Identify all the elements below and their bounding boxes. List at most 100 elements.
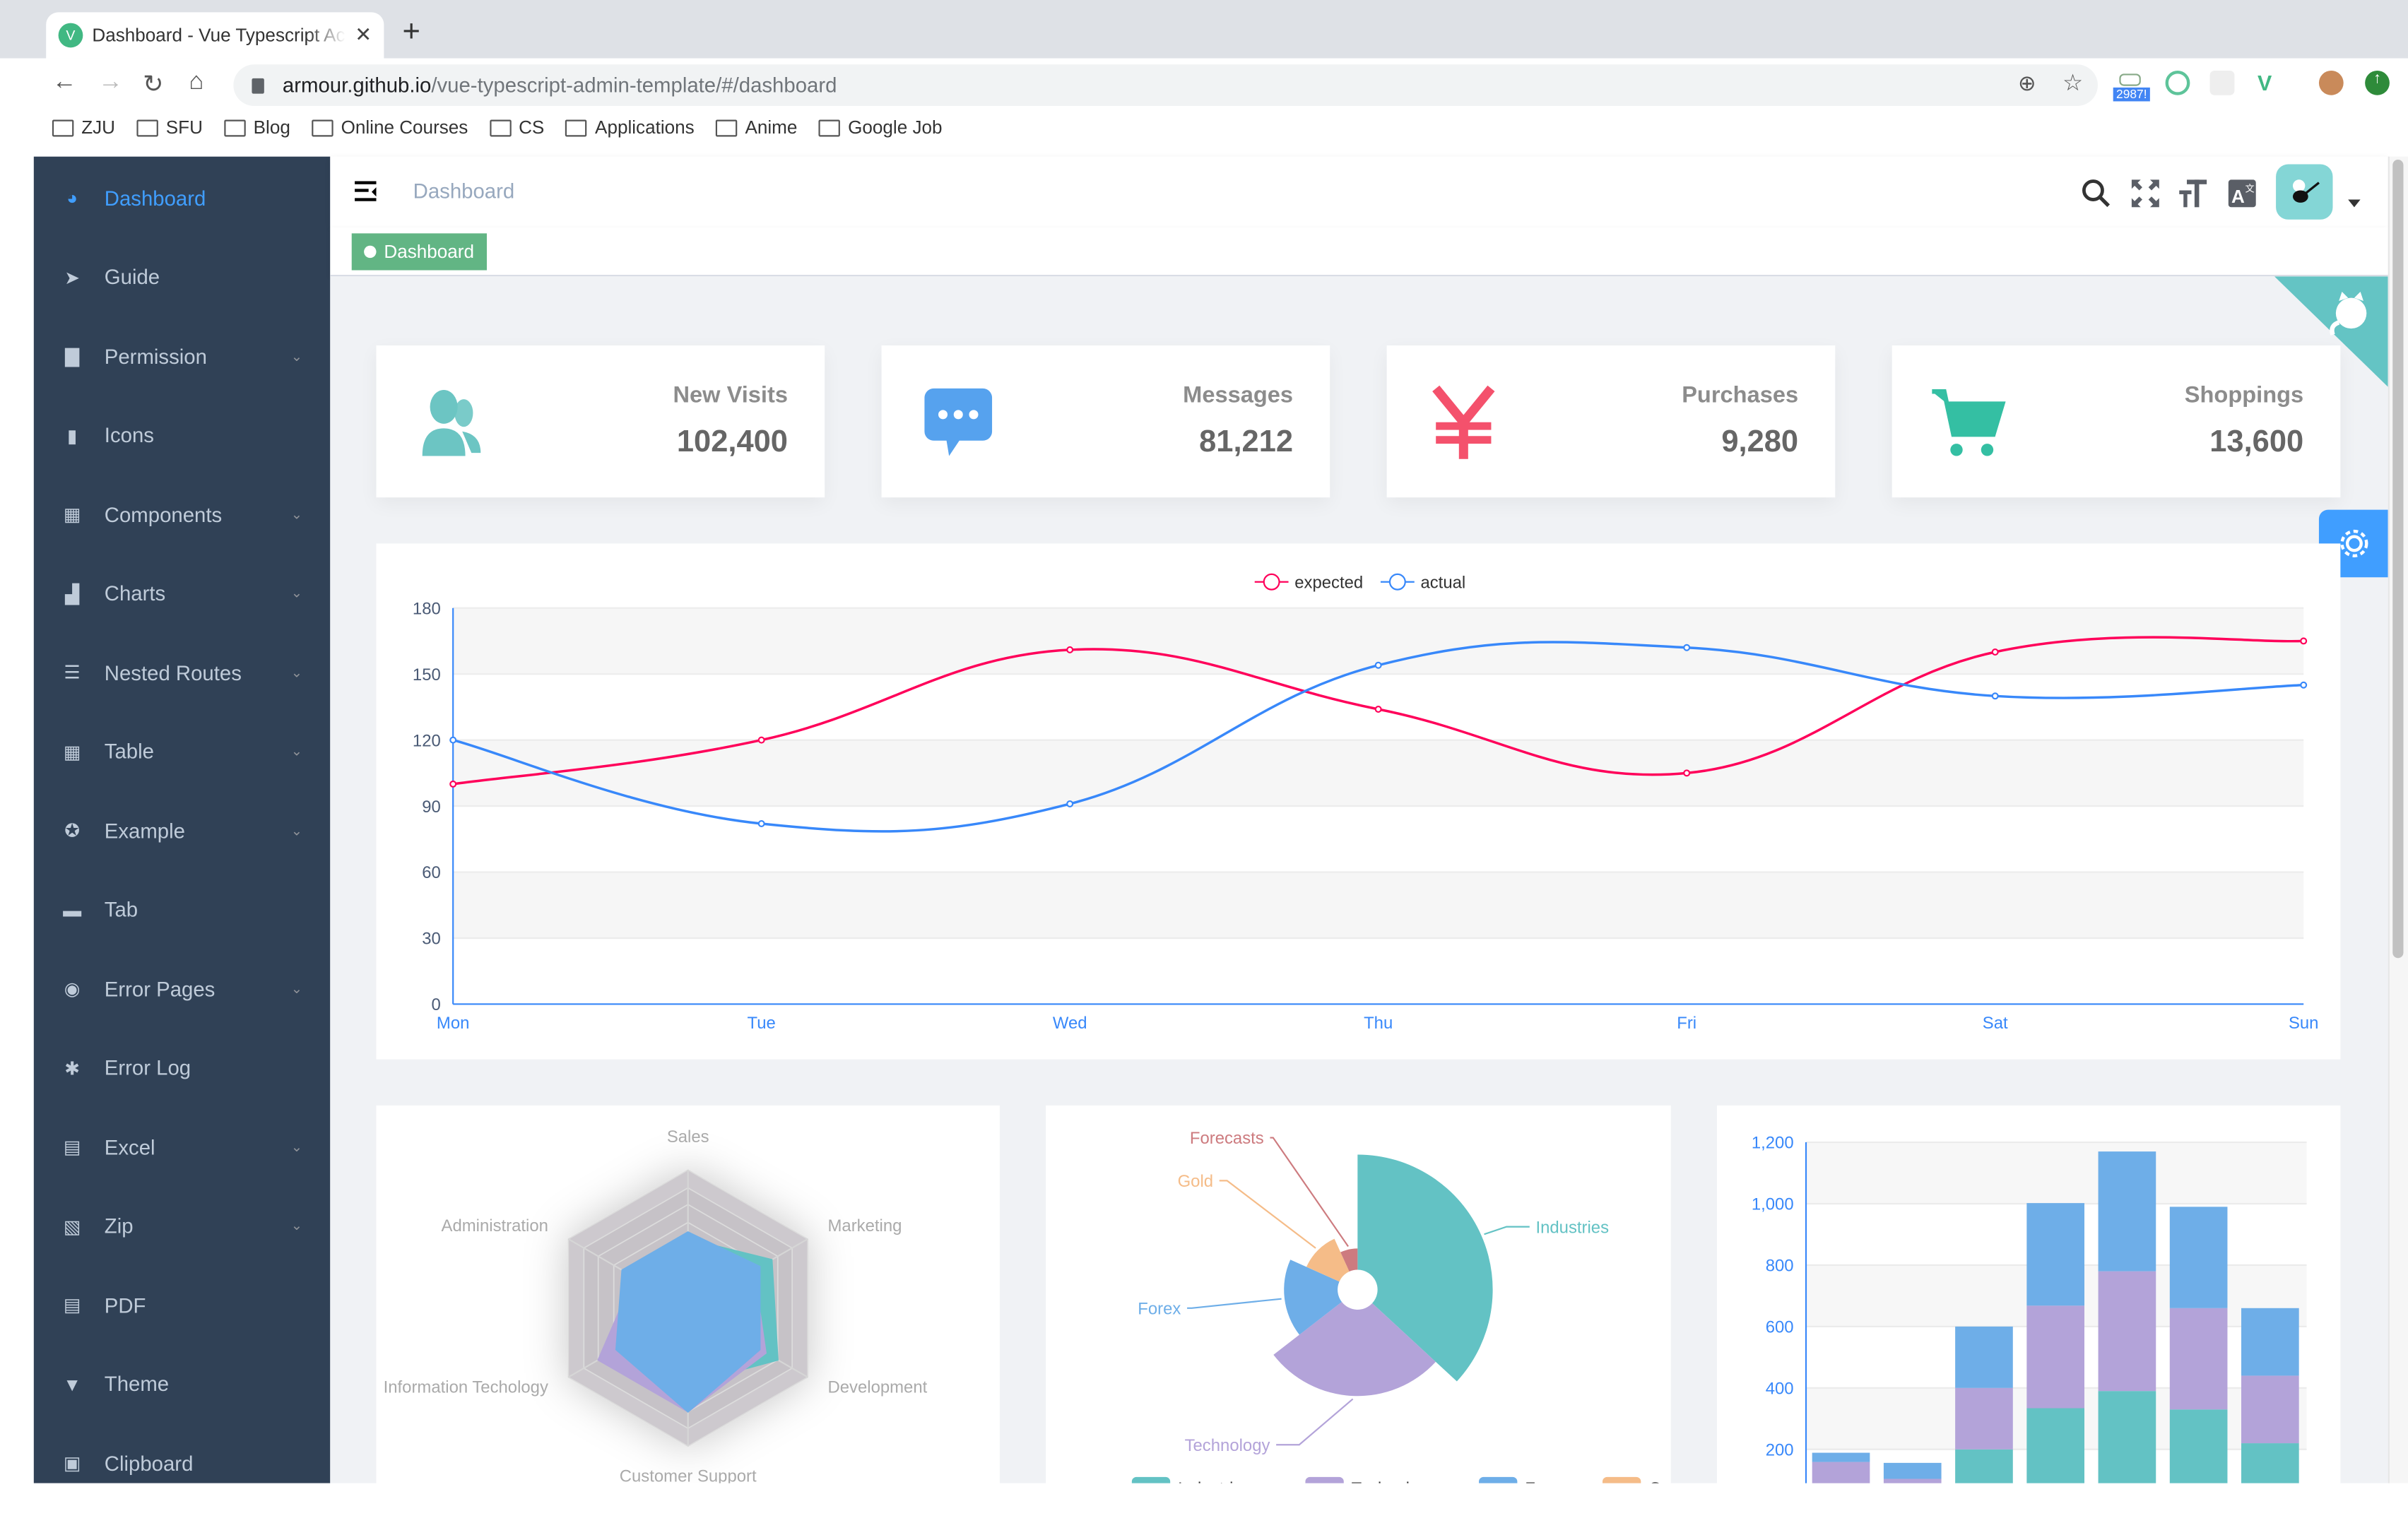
svg-text:文: 文	[2245, 184, 2255, 194]
sidebar-item-table[interactable]: ▦ Table ⌄	[34, 721, 330, 782]
tags-view: Dashboard	[330, 227, 2388, 277]
bookmark-label: Applications	[595, 117, 695, 138]
sidebar-item-example[interactable]: ✪ Example ⌄	[34, 800, 330, 861]
bar-chart-panel: 200 400 600 800 1,000 1,200	[1716, 1105, 2341, 1483]
extension-badge-icon[interactable]: 2987!	[2113, 73, 2154, 104]
sidebar-item-pdf[interactable]: ▤ PDF	[34, 1274, 330, 1336]
breadcrumb: Dashboard	[413, 179, 515, 203]
browser-tab[interactable]: V Dashboard - Vue Typescript Ac ✕	[46, 12, 384, 59]
sidebar-item-theme[interactable]: ▼ Theme	[34, 1353, 330, 1415]
sidebar-item-zip[interactable]: ▧ Zip ⌄	[34, 1195, 330, 1257]
bookmark-item[interactable]: ZJU	[52, 117, 115, 138]
data-point-expected	[757, 736, 765, 744]
profile-avatar[interactable]	[2318, 70, 2344, 95]
sidebar-item-clipboard[interactable]: ▣ Clipboard	[34, 1433, 330, 1494]
sidebar-item-label: Clipboard	[104, 1452, 194, 1475]
bar-fri-series-2	[2098, 1151, 2156, 1272]
new-tab-button[interactable]: +	[402, 15, 420, 49]
legend-swatch	[1305, 1476, 1344, 1483]
card-value: 102,400	[676, 425, 788, 459]
bookmark-item[interactable]: Online Courses	[312, 117, 468, 138]
nested-icon: ☰	[64, 661, 81, 684]
sidebar-item-nested-routes[interactable]: ☰ Nested Routes ⌄	[34, 642, 330, 704]
sidebar-item-error-pages[interactable]: ◉ Error Pages ⌄	[34, 958, 330, 1019]
bookmark-item[interactable]: CS	[489, 117, 544, 138]
add-icon[interactable]: ⊕	[2017, 70, 2036, 95]
bar-sun-series-1	[2241, 1375, 2299, 1444]
text-size-icon[interactable]	[2179, 179, 2207, 208]
bar-fri-series-0	[2098, 1391, 2156, 1483]
extension-icon[interactable]	[2209, 70, 2235, 95]
sidebar-item-guide[interactable]: ➤ Guide	[34, 247, 330, 308]
lock-icon	[252, 77, 264, 93]
tag-dashboard[interactable]: Dashboard	[351, 233, 487, 271]
sidebar-item-label: Example	[104, 819, 185, 843]
forward-icon[interactable]: →	[98, 69, 123, 95]
data-point-actual	[757, 819, 765, 827]
url-bar[interactable]: armour.github.io/vue-typescript-admin-te…	[233, 64, 2098, 106]
vue-devtools-icon[interactable]: V	[2258, 70, 2272, 95]
home-icon[interactable]: ⌂	[189, 69, 204, 95]
sidebar-item-dashboard[interactable]: ◕ Dashboard	[34, 167, 330, 229]
sidebar-item-permission[interactable]: ▇ Permission ⌄	[34, 326, 330, 387]
sidebar-item-label: Components	[104, 502, 223, 526]
stat-card-shoppings[interactable]: Shoppings 13,600	[1891, 345, 2341, 498]
avatar-image	[2292, 179, 2320, 203]
y-tick-label: 90	[422, 798, 441, 817]
bookmark-item[interactable]: SFU	[136, 117, 203, 138]
sidebar-item-components[interactable]: ▦ Components ⌄	[34, 484, 330, 545]
url-domain: armour.github.io	[282, 73, 432, 97]
bookmark-item[interactable]: Applications	[565, 117, 695, 138]
grammarly-extension-icon[interactable]	[2165, 70, 2190, 95]
back-icon[interactable]: ←	[52, 69, 77, 95]
stat-card-new-visits[interactable]: New Visits 102,400	[376, 345, 825, 498]
legend-marker	[1388, 573, 1406, 591]
stat-card-purchases[interactable]: Purchases 9,280	[1386, 345, 1836, 498]
gear-icon	[2339, 529, 2368, 557]
radar-indicator-label: Customer Support	[620, 1466, 757, 1483]
y-tick-label: 120	[413, 731, 441, 750]
bookmark-label: Blog	[253, 117, 290, 138]
sidebar-item-icons[interactable]: ▮ Icons	[34, 405, 330, 466]
reload-icon[interactable]: ↻	[143, 72, 164, 99]
sidebar-item-label: Error Pages	[104, 977, 216, 1001]
caret-down-icon[interactable]	[2348, 199, 2361, 214]
data-point-expected	[2300, 637, 2308, 645]
bookmark-star-icon[interactable]: ☆	[2062, 70, 2084, 97]
sidebar-item-label: Icons	[104, 423, 154, 447]
active-dot-icon	[364, 245, 377, 259]
update-icon[interactable]: ↑	[2365, 70, 2390, 95]
bookmark-label: Anime	[745, 117, 798, 138]
fullscreen-icon[interactable]	[2131, 179, 2159, 208]
folder-icon	[818, 119, 841, 136]
folder-icon	[136, 119, 158, 136]
sidebar-item-label: Table	[104, 740, 154, 764]
bar-wed-series-0	[1955, 1449, 2013, 1483]
github-corner-icon[interactable]	[2274, 276, 2388, 387]
card-label: Purchases	[1682, 382, 1799, 409]
bar-wed-series-2	[1955, 1326, 2013, 1388]
pie-label-line	[1270, 1137, 1349, 1248]
sidebar-item-tab[interactable]: ▬ Tab	[34, 879, 330, 940]
hamburger-icon[interactable]	[355, 181, 377, 201]
bar-thu-series-2	[2026, 1203, 2085, 1306]
user-avatar[interactable]	[2276, 164, 2333, 220]
sidebar-item-label: PDF	[104, 1293, 146, 1317]
bookmark-item[interactable]: Google Job	[818, 117, 943, 138]
sidebar-item-charts[interactable]: ▟ Charts ⌄	[34, 563, 330, 624]
legend-label: actual	[1420, 573, 1465, 592]
stat-card-messages[interactable]: Messages 81,212	[881, 345, 1330, 498]
bar-thu-series-0	[2026, 1408, 2085, 1483]
bookmark-item[interactable]: Blog	[224, 117, 290, 138]
scrollbar-thumb[interactable]	[2392, 160, 2404, 959]
search-icon[interactable]	[2081, 178, 2111, 208]
sidebar-item-excel[interactable]: ▤ Excel ⌄	[34, 1116, 330, 1178]
close-tab-icon[interactable]: ✕	[355, 23, 372, 47]
legend-label: expected	[1294, 573, 1363, 592]
grid-band	[1806, 1142, 2307, 1204]
sidebar-item-error-log[interactable]: ✱ Error Log	[34, 1037, 330, 1098]
legend-marker	[1263, 573, 1280, 591]
bookmark-item[interactable]: Anime	[716, 117, 797, 138]
